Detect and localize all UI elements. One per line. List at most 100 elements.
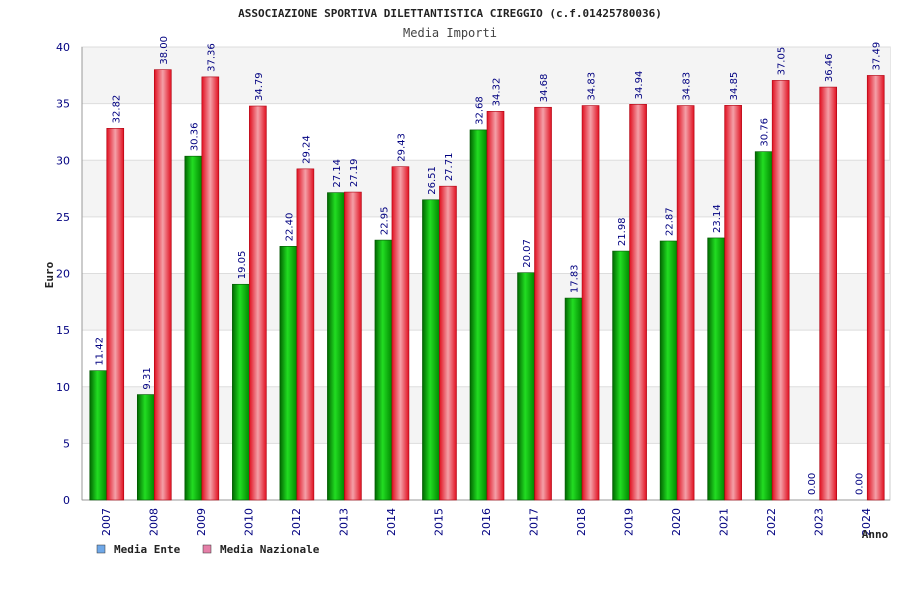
x-tick-label: 2012	[290, 508, 303, 536]
bar-media-ente	[374, 239, 393, 501]
y-tick-label: 10	[56, 381, 70, 394]
bar-value-label: 37.49	[872, 42, 883, 71]
bar-value-label: 26.51	[427, 166, 438, 195]
legend: Media Ente Media Nazionale	[96, 543, 320, 556]
bar-value-label: 38.00	[159, 36, 170, 65]
chart-title: ASSOCIAZIONE SPORTIVA DILETTANTISTICA CI…	[238, 7, 662, 20]
bar-value-label: 37.36	[206, 43, 217, 72]
bar-value-label: 34.94	[634, 71, 645, 100]
bar-value-label: 29.24	[301, 135, 312, 164]
y-tick-label: 40	[56, 41, 70, 54]
x-tick-label: 2017	[528, 508, 541, 536]
bar-media-ente	[659, 240, 678, 501]
x-axis-ticks: 2007 2008 2009 2010 2012 2013 2014 2015 2016 2017…	[100, 508, 873, 536]
y-tick-label: 25	[56, 211, 70, 224]
bar-value-label: 22.95	[379, 206, 390, 235]
bar-media-nazionale	[249, 105, 267, 501]
bar-media-nazionale	[153, 69, 172, 501]
bar-media-ente	[89, 370, 108, 501]
bar-media-ente	[707, 237, 725, 501]
bar-value-label: 22.87	[665, 207, 676, 236]
bar-media-nazionale	[201, 76, 220, 501]
x-tick-label: 2010	[242, 508, 255, 536]
bar-value-label: 30.36	[189, 123, 200, 152]
bar-media-nazionale	[676, 105, 695, 501]
bar-value-label: 21.98	[617, 217, 628, 246]
y-tick-label: 35	[56, 98, 70, 111]
bar-media-nazionale	[106, 128, 125, 501]
bar-media-ente	[184, 155, 203, 501]
bar-value-label: 27.14	[332, 159, 343, 188]
x-tick-label: 2023	[813, 508, 826, 536]
bar-media-nazionale	[439, 185, 457, 501]
bar-media-ente	[136, 394, 155, 501]
bar-media-nazionale	[629, 104, 647, 501]
bar-value-label: 34.68	[539, 74, 550, 103]
legend-label-media-ente: Media Ente	[114, 543, 181, 556]
x-tick-label: 2018	[575, 508, 588, 536]
bar-value-label: 27.71	[444, 153, 455, 182]
bar-media-ente	[612, 250, 630, 501]
x-axis-label: Anno	[862, 528, 889, 541]
bar-value-label: 22.40	[284, 213, 295, 242]
x-tick-label: 2024	[860, 508, 873, 536]
bar-media-nazionale	[819, 86, 838, 501]
bar-value-label: 34.32	[492, 78, 503, 107]
bar-value-label: 30.76	[760, 118, 771, 147]
bar-value-label: 32.82	[111, 95, 122, 124]
x-tick-label: 2022	[765, 508, 778, 536]
bar-media-nazionale	[724, 105, 742, 501]
bar-labels-group: 11.42 32.82 9.31 38.00 30.36 37.36 19.05 34.79 2…	[94, 36, 882, 495]
y-tick-label: 0	[63, 494, 70, 507]
bar-value-label: 9.31	[142, 367, 153, 389]
x-tick-label: 2020	[670, 508, 683, 536]
bar-media-ente	[517, 272, 535, 501]
bar-media-ente	[327, 192, 345, 501]
y-tick-label: 30	[56, 154, 70, 167]
bar-media-nazionale	[534, 106, 552, 501]
bar-media-nazionale	[771, 80, 790, 501]
x-tick-label: 2021	[718, 508, 731, 536]
bar-media-nazionale	[866, 75, 885, 501]
bar-value-label: 32.68	[475, 96, 486, 125]
x-tick-label: 2009	[195, 508, 208, 536]
bar-media-nazionale	[344, 191, 362, 501]
bar-value-label: 23.14	[712, 204, 723, 233]
bar-value-label: 27.19	[349, 158, 360, 187]
bar-media-ente	[232, 283, 250, 501]
bar-media-ente	[754, 151, 773, 501]
bar-value-label: 34.79	[254, 72, 265, 101]
x-tick-label: 2008	[147, 508, 160, 536]
legend-label-media-nazionale: Media Nazionale	[220, 543, 320, 556]
x-tick-label: 2016	[480, 508, 493, 536]
y-tick-label: 15	[56, 324, 70, 337]
bar-value-label: 37.05	[777, 47, 788, 76]
y-axis-ticks: 0 5 10 15 20 25 30 35 40	[56, 41, 70, 507]
bar-media-ente	[422, 199, 440, 501]
bar-media-nazionale	[391, 166, 410, 501]
x-tick-label: 2013	[337, 508, 350, 536]
bar-value-label: 11.42	[94, 337, 105, 366]
bar-value-label: 17.83	[570, 264, 581, 293]
x-tick-label: 2015	[432, 508, 445, 536]
legend-swatch-media-nazionale	[202, 544, 212, 554]
bar-value-label: 34.83	[587, 72, 598, 101]
y-axis-label: Euro	[43, 261, 56, 288]
bar-media-ente	[564, 297, 583, 501]
bar-value-label: 29.43	[396, 133, 407, 162]
bar-media-ente	[279, 246, 298, 501]
bar-value-label: 0.00	[855, 473, 866, 495]
x-tick-label: 2019	[623, 508, 636, 536]
bar-value-label: 34.85	[729, 72, 740, 101]
chart-subtitle: Media Importi	[403, 26, 497, 40]
bar-media-nazionale	[296, 168, 315, 501]
bars-group	[89, 69, 885, 501]
y-tick-label: 20	[56, 268, 70, 281]
x-tick-label: 2007	[100, 508, 113, 536]
bar-value-label: 34.83	[682, 72, 693, 101]
bar-value-label: 19.05	[237, 251, 248, 280]
y-tick-label: 5	[63, 437, 70, 450]
bar-value-label: 0.00	[807, 473, 818, 495]
bar-media-nazionale	[486, 111, 505, 501]
